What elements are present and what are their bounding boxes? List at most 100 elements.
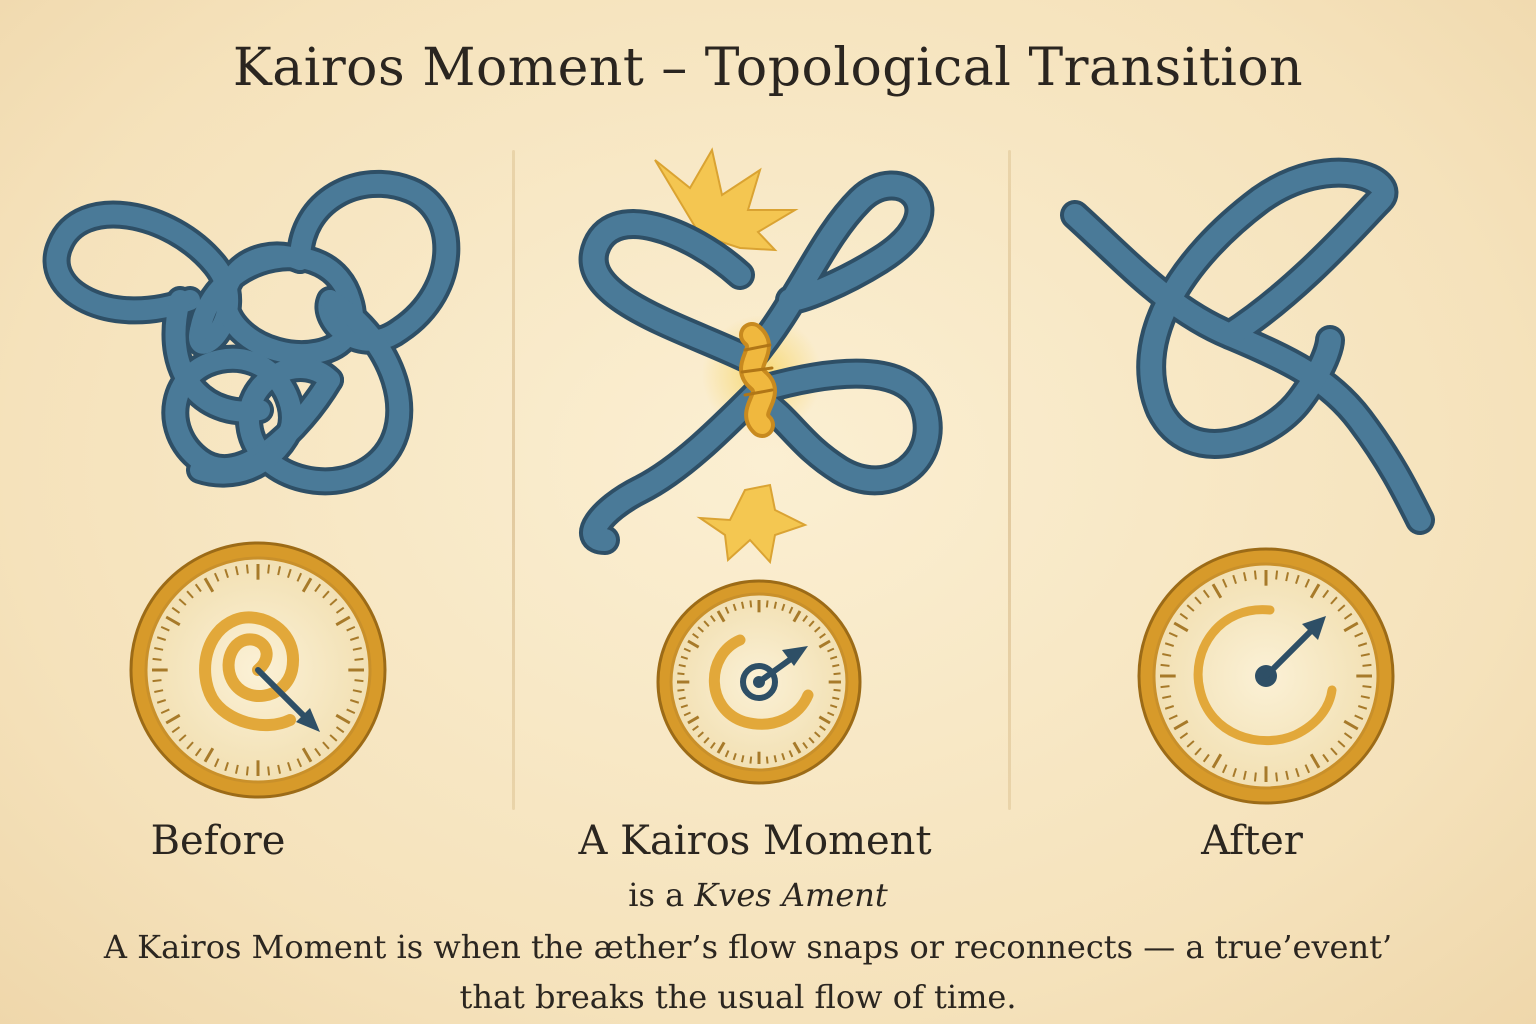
clock-tick: [1160, 685, 1170, 689]
clock-tick: [267, 766, 271, 776]
open-clock-icon: [1137, 547, 1395, 805]
clock-tick: [352, 689, 362, 694]
clock-tick: [1202, 753, 1210, 763]
clock-tick: [1322, 589, 1330, 599]
kairos-spark-bottom: [696, 483, 808, 565]
clock-tick: [788, 606, 794, 614]
clock-tick: [234, 764, 239, 774]
clock-tick: [1343, 732, 1353, 740]
clock-tick: [1186, 604, 1195, 612]
clock-tick: [1285, 770, 1290, 780]
clock-tick: [683, 647, 691, 653]
clock-tick: [1343, 719, 1359, 731]
clock-tick: [156, 699, 167, 704]
clock-tick: [178, 598, 187, 606]
tangled-knot: [42, 169, 461, 496]
clock-tick: [773, 601, 778, 609]
clock-tick: [156, 636, 167, 641]
clock-tick: [171, 726, 181, 734]
clock-tick: [194, 747, 202, 757]
clock-tick: [1162, 652, 1172, 657]
clock-tick: [152, 679, 162, 683]
clock-tick: [818, 639, 831, 649]
panel-label-after: After: [1201, 818, 1303, 864]
clock-tick: [335, 606, 345, 614]
clock-tick: [697, 731, 704, 738]
spiral-clock-icon: [129, 541, 387, 799]
clock-tick: [765, 600, 769, 608]
clock-tick: [692, 725, 699, 732]
clock-tick: [322, 741, 330, 750]
clock-tick: [1253, 570, 1257, 580]
clock-tick: [833, 672, 841, 676]
clock-tick: [773, 755, 778, 763]
clock-tick: [203, 577, 215, 593]
clock-tick: [335, 615, 351, 627]
clock-tick: [186, 590, 194, 599]
clock-tick: [1285, 572, 1290, 582]
kairos-spark-top: [654, 147, 799, 252]
clock-tick: [1295, 767, 1300, 778]
clock-tick: [1360, 652, 1370, 657]
clock-tick: [677, 672, 685, 676]
clock-tick: [724, 750, 730, 758]
clock-tick: [732, 603, 737, 612]
clock-tick: [677, 688, 685, 692]
clock-tick: [354, 679, 364, 683]
clock-tick: [792, 610, 802, 623]
clock-tick: [740, 755, 745, 763]
clock-tick: [1173, 719, 1189, 731]
clock-tick: [1202, 589, 1210, 599]
clock-tick: [716, 741, 726, 754]
subtitle-line: is a Kves Ament: [0, 876, 1516, 914]
clock-tick: [680, 655, 689, 660]
clock-tick: [781, 752, 786, 761]
panel-label-before: Before: [150, 818, 286, 864]
clock-tick: [352, 646, 362, 651]
clock-tick: [314, 747, 322, 757]
clock-tick: [287, 568, 292, 579]
clock-tick: [349, 636, 360, 641]
clock-tick: [829, 655, 838, 660]
clock-tick: [1275, 570, 1279, 580]
clock-tick: [827, 711, 835, 717]
clock-tick: [1232, 767, 1237, 778]
snapping-clock-icon: [656, 579, 862, 785]
clock-tick: [1330, 747, 1338, 756]
clock-tick: [1160, 663, 1170, 667]
clock-tick: [234, 566, 239, 576]
clock-tick: [683, 711, 691, 717]
clock-tick: [1362, 685, 1372, 689]
clock-tick: [296, 758, 303, 768]
clock-tick: [1164, 642, 1175, 647]
clock-tick: [301, 577, 313, 593]
clock-tick: [792, 741, 802, 754]
clock-tick: [152, 657, 162, 661]
clock-tick: [709, 615, 716, 622]
clock-tick: [1211, 753, 1223, 769]
clock-tick: [186, 741, 194, 750]
clock-tick: [832, 696, 840, 701]
clock-tick: [716, 610, 726, 623]
clock-tick: [749, 600, 753, 608]
clock-tick: [1309, 753, 1321, 769]
clock-tick: [1232, 574, 1237, 585]
clock-tick: [1360, 695, 1370, 700]
clock-tick: [267, 564, 271, 574]
clock-tick: [277, 764, 282, 774]
clock-tick: [1304, 764, 1311, 774]
simple-loop: [1060, 157, 1435, 535]
clock-tick: [1179, 612, 1189, 620]
clock-tick: [287, 761, 292, 772]
clock-tick: [1168, 631, 1178, 638]
clock-tick: [1295, 574, 1300, 585]
caption-line-2: that breaks the usual flow of time.: [459, 978, 1017, 1016]
clock-tick: [1322, 753, 1330, 763]
clock-tick: [329, 734, 338, 742]
clock-tick: [697, 626, 704, 633]
clock-tick: [1221, 764, 1228, 774]
clock-tick: [819, 632, 826, 639]
clock-tick: [329, 598, 338, 606]
clock-tick: [703, 620, 710, 627]
